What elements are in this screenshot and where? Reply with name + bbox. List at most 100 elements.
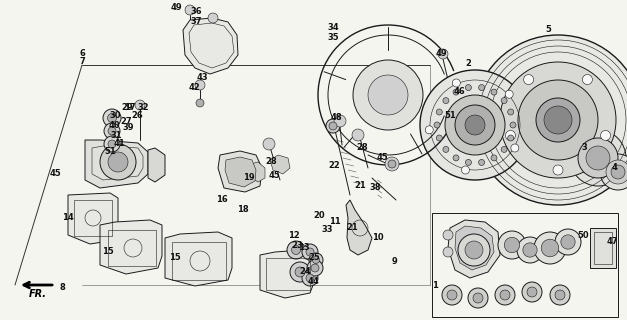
Text: 30: 30 xyxy=(109,111,121,121)
Circle shape xyxy=(443,98,449,104)
Circle shape xyxy=(185,5,195,15)
Polygon shape xyxy=(270,155,290,174)
Circle shape xyxy=(388,160,396,168)
Circle shape xyxy=(108,140,116,148)
Circle shape xyxy=(523,243,537,257)
Circle shape xyxy=(491,155,497,161)
Text: 39: 39 xyxy=(122,124,134,132)
Text: 16: 16 xyxy=(216,196,228,204)
Text: 6: 6 xyxy=(79,49,85,58)
Circle shape xyxy=(473,293,483,303)
Text: 24: 24 xyxy=(299,267,311,276)
Circle shape xyxy=(306,274,314,282)
Circle shape xyxy=(100,144,136,180)
Circle shape xyxy=(445,95,505,155)
Text: 36: 36 xyxy=(190,7,202,17)
Circle shape xyxy=(465,115,485,135)
Text: 4: 4 xyxy=(612,164,618,172)
Text: 3: 3 xyxy=(581,143,587,153)
Text: 22: 22 xyxy=(328,161,340,170)
Text: 44: 44 xyxy=(307,277,319,286)
Text: 37: 37 xyxy=(190,18,202,27)
Text: 28: 28 xyxy=(356,142,368,151)
Polygon shape xyxy=(247,162,265,182)
Polygon shape xyxy=(455,226,494,270)
Text: 21: 21 xyxy=(354,180,366,189)
Circle shape xyxy=(453,89,459,95)
Text: 5: 5 xyxy=(545,26,551,35)
Circle shape xyxy=(473,35,627,205)
Circle shape xyxy=(103,109,121,127)
Circle shape xyxy=(295,267,305,277)
Text: 43: 43 xyxy=(196,74,208,83)
Polygon shape xyxy=(85,140,148,188)
Text: 25: 25 xyxy=(308,252,320,261)
Circle shape xyxy=(498,231,526,259)
Text: 45: 45 xyxy=(376,153,388,162)
Circle shape xyxy=(500,290,510,300)
Text: 35: 35 xyxy=(327,34,339,43)
Bar xyxy=(590,228,616,268)
Circle shape xyxy=(491,89,497,95)
Text: 2: 2 xyxy=(465,59,471,68)
Text: 45: 45 xyxy=(49,169,61,178)
Circle shape xyxy=(292,245,300,254)
Circle shape xyxy=(385,157,399,171)
Circle shape xyxy=(312,257,320,263)
Circle shape xyxy=(555,229,581,255)
Text: 40: 40 xyxy=(108,122,120,131)
Circle shape xyxy=(443,230,453,240)
Circle shape xyxy=(135,100,145,110)
Circle shape xyxy=(311,264,319,272)
Circle shape xyxy=(561,235,575,249)
Polygon shape xyxy=(68,193,118,244)
Polygon shape xyxy=(218,151,262,192)
Circle shape xyxy=(195,80,205,90)
Circle shape xyxy=(517,237,543,263)
Circle shape xyxy=(447,290,457,300)
Bar xyxy=(108,230,156,266)
Circle shape xyxy=(455,105,495,145)
Circle shape xyxy=(536,98,580,142)
Text: 51: 51 xyxy=(104,148,116,156)
Text: 12: 12 xyxy=(288,231,300,241)
Text: 32: 32 xyxy=(137,103,149,113)
Circle shape xyxy=(353,60,423,130)
Circle shape xyxy=(436,135,442,141)
Circle shape xyxy=(570,130,626,186)
Circle shape xyxy=(326,119,340,133)
Polygon shape xyxy=(183,18,238,74)
Text: 19: 19 xyxy=(243,173,255,182)
Text: 21: 21 xyxy=(346,223,358,233)
Circle shape xyxy=(334,115,346,127)
Circle shape xyxy=(508,135,514,141)
Circle shape xyxy=(544,106,572,134)
Circle shape xyxy=(302,270,318,286)
Circle shape xyxy=(443,147,449,152)
Polygon shape xyxy=(346,200,372,255)
Circle shape xyxy=(582,75,593,84)
Text: 10: 10 xyxy=(372,234,384,243)
Circle shape xyxy=(495,285,515,305)
Circle shape xyxy=(107,114,117,123)
Text: 42: 42 xyxy=(188,84,200,92)
Text: 15: 15 xyxy=(102,247,114,257)
Circle shape xyxy=(196,99,204,107)
Circle shape xyxy=(501,147,507,152)
Circle shape xyxy=(500,62,616,178)
Text: 11: 11 xyxy=(329,218,341,227)
Bar xyxy=(172,242,226,280)
Text: 26: 26 xyxy=(131,110,143,119)
Circle shape xyxy=(442,285,462,305)
Circle shape xyxy=(522,282,542,302)
Text: 29: 29 xyxy=(121,102,133,111)
Circle shape xyxy=(108,127,116,135)
Circle shape xyxy=(446,112,458,124)
Text: 15: 15 xyxy=(169,253,181,262)
Text: 27: 27 xyxy=(120,117,132,126)
Bar xyxy=(74,200,112,236)
Circle shape xyxy=(208,13,218,23)
Circle shape xyxy=(553,165,563,175)
Circle shape xyxy=(541,239,559,257)
Text: FR.: FR. xyxy=(29,289,47,299)
